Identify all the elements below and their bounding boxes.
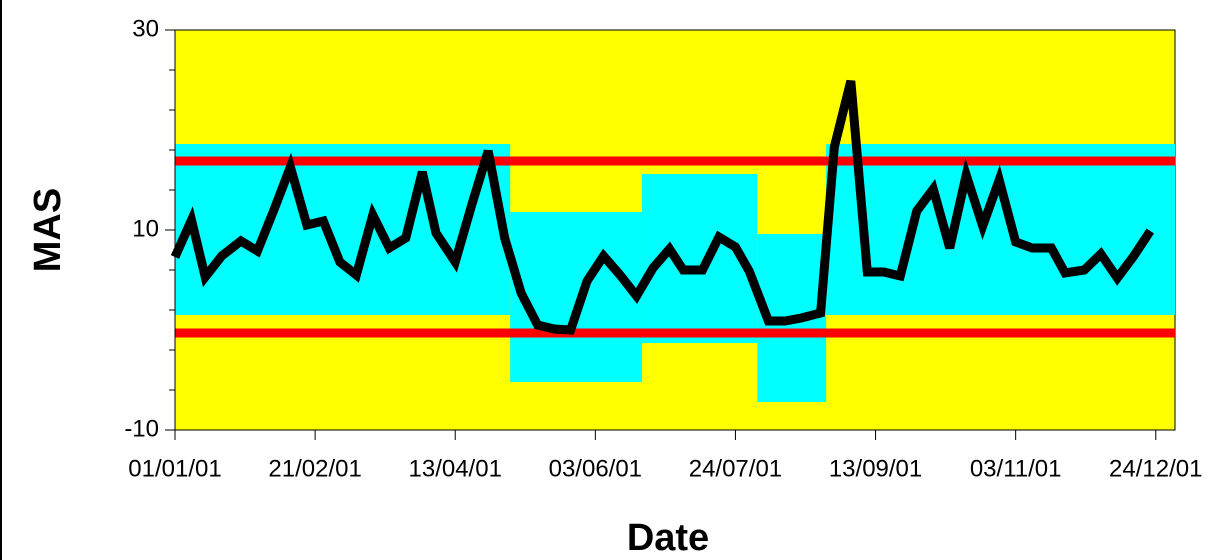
x-tick-label: 01/01/01 (128, 455, 221, 482)
x-tick-label: 13/04/01 (409, 455, 502, 482)
control-band (510, 212, 643, 382)
y-tick-label: -10 (124, 415, 159, 442)
x-tick-label: 21/02/01 (268, 455, 361, 482)
y-tick-label: 30 (132, 15, 159, 42)
data-line (170, 79, 1155, 335)
x-tick-label: 13/09/01 (829, 455, 922, 482)
x-tick-label: 24/07/01 (689, 455, 782, 482)
y-axis-title: MAS (27, 188, 69, 272)
control-band (175, 144, 511, 315)
y-tick-label: 10 (132, 215, 159, 242)
x-tick-label: 24/12/01 (1109, 455, 1202, 482)
x-tick-label: 03/06/01 (549, 455, 642, 482)
x-axis-title: Date (627, 517, 709, 559)
x-tick-label: 03/11/01 (970, 455, 1062, 482)
